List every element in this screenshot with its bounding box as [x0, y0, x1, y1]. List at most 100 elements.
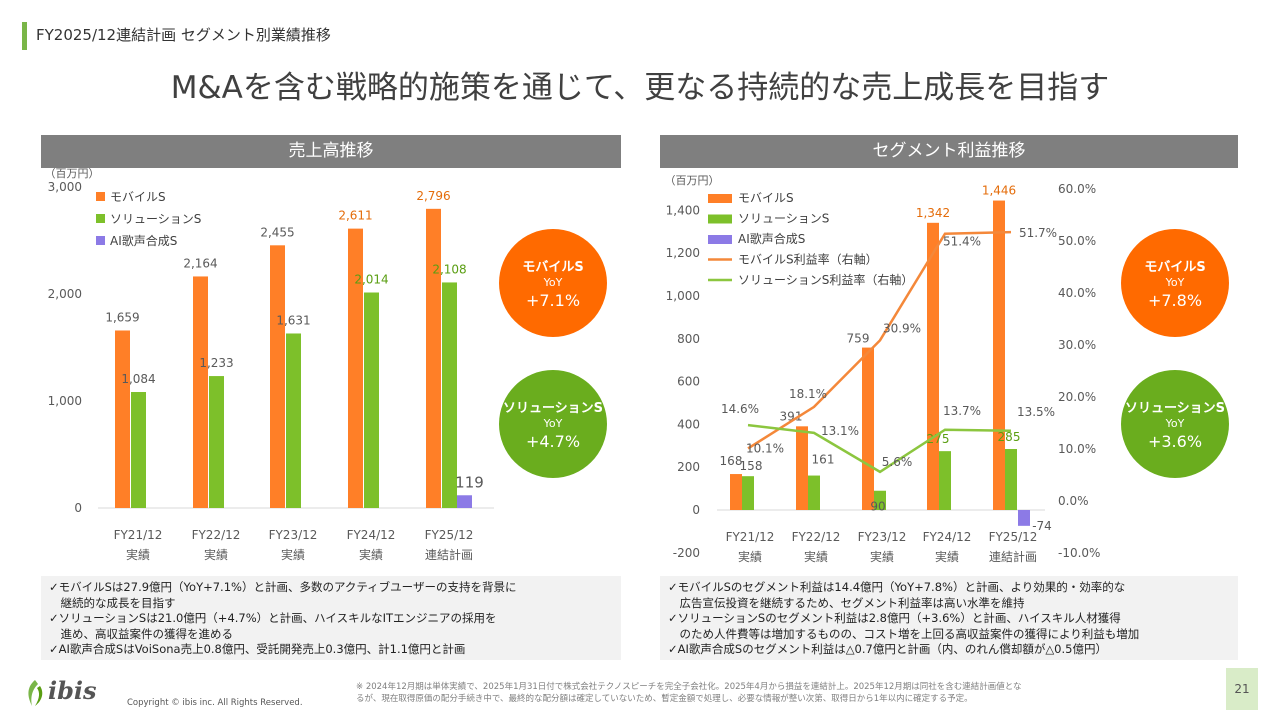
- note-line: ✓ソリューションSは21.0億円（+4.7%）と計画、ハイスキルなITエンジニア…: [49, 611, 497, 625]
- footnote-line: ※ 2024年12月期は単体実績で、2025年1月31日付で株式会社テクノスピー…: [356, 682, 1022, 692]
- bar-value-label: 275: [927, 432, 950, 446]
- x-tick-label: 連結計画: [989, 549, 1037, 564]
- ibis-logo-icon: [22, 678, 48, 712]
- legend-label: モバイルS利益率（右軸）: [738, 252, 878, 267]
- y2-tick-label: 0.0%: [1058, 494, 1089, 508]
- mobile-margin-line: [747, 230, 1012, 450]
- revenue-chart-title: 売上高推移: [41, 135, 621, 168]
- bar-value-label: 161: [812, 453, 835, 467]
- bar-value-label: -74: [1032, 519, 1052, 533]
- bar-solution: [874, 490, 886, 510]
- bar-solution: [131, 392, 146, 508]
- legend-swatch: [708, 194, 732, 203]
- x-tick-label: 実績: [281, 547, 305, 562]
- y-tick-label: -200: [673, 546, 700, 560]
- bar-ai: [457, 495, 472, 508]
- x-tick-label: FY22/12: [192, 528, 241, 542]
- legend-swatch: [96, 214, 105, 223]
- y2-tick-label: 60.0%: [1058, 182, 1096, 196]
- y2-tick-label: 30.0%: [1058, 338, 1096, 352]
- note-line: ✓AI歌声合成SはVoiSona売上0.8億円、受託開発売上0.3億円、計1.1…: [49, 642, 466, 656]
- circle-yoy-label: YoY: [1165, 417, 1185, 430]
- bar-solution: [442, 282, 457, 508]
- margin-label: 13.5%: [1017, 405, 1055, 419]
- bar-mobile: [993, 200, 1005, 510]
- y2-tick-label: 40.0%: [1058, 286, 1096, 300]
- note-line: ✓AI歌声合成Sのセグメント利益は△0.7億円と計画（内、のれん償却額が△0.5…: [668, 642, 1107, 656]
- profit-notes: ✓モバイルSのセグメント利益は14.4億円（YoY+7.8%）と計画、より効果的…: [660, 576, 1238, 660]
- y2-tick-label: -10.0%: [1058, 546, 1100, 560]
- bar-value-label: 1,233: [199, 356, 233, 370]
- note-line: 進め、高収益案件の獲得を進める: [49, 626, 233, 641]
- y-tick-label: 1,400: [666, 203, 700, 217]
- y-tick-label: 0: [74, 501, 82, 515]
- bar-value-label: 2,164: [183, 256, 217, 270]
- bar-solution: [808, 475, 820, 510]
- ibis-logo-wordmark: ibis: [48, 676, 97, 705]
- bar-value-label: 2,455: [260, 225, 294, 239]
- bar-value-label: 1,342: [916, 206, 950, 220]
- circle-yoy-label: YoY: [1165, 276, 1185, 289]
- legend-label: ソリューションS: [110, 212, 201, 226]
- bar-value-label: 2,611: [338, 209, 372, 223]
- bar-value-label: 1,659: [105, 310, 139, 324]
- legend-swatch: [96, 192, 105, 201]
- y-tick-label: 1,000: [48, 394, 82, 408]
- x-tick-label: FY23/12: [858, 530, 907, 544]
- bar-value-label: 90: [870, 500, 885, 514]
- x-tick-label: 連結計画: [425, 547, 473, 562]
- circle-yoy-value: +7.1%: [525, 291, 581, 310]
- x-tick-label: 実績: [204, 547, 228, 562]
- margin-label: 5.6%: [882, 455, 913, 469]
- x-tick-label: 実績: [359, 547, 383, 562]
- y-tick-label: 2,000: [48, 287, 82, 301]
- x-tick-label: 実績: [935, 549, 959, 564]
- bar-value-label: 391: [780, 409, 803, 423]
- slide-headline: M&Aを含む戦略的施策を通じて、更なる持続的な売上成長を目指す: [170, 70, 1110, 106]
- solution-margin-line: [747, 423, 1012, 474]
- bar-value-label: 168: [720, 454, 743, 468]
- y-axis-unit-label: （百万円）: [665, 174, 720, 187]
- bar-mobile: [115, 330, 130, 508]
- y-tick-label: 400: [677, 417, 700, 431]
- x-tick-label: FY25/12: [989, 530, 1038, 544]
- y-tick-label: 3,000: [48, 180, 82, 194]
- note-line: ✓モバイルSのセグメント利益は14.4億円（YoY+7.8%）と計画、より効果的…: [668, 580, 1126, 594]
- margin-label: 18.1%: [789, 387, 827, 401]
- bar-value-label: 1,631: [276, 313, 310, 327]
- legend-swatch: [708, 214, 732, 224]
- bar-mobile: [193, 276, 208, 508]
- legend-label: モバイルS: [738, 191, 794, 205]
- header-accent-bar: [22, 22, 27, 50]
- bar-mobile: [348, 228, 363, 509]
- legend-label: ソリューションS利益率（右軸）: [738, 272, 913, 287]
- copyright-text: Copyright © ibis inc. All Rights Reserve…: [127, 698, 303, 708]
- x-tick-label: 実績: [738, 549, 762, 564]
- x-tick-label: FY21/12: [726, 530, 775, 544]
- x-tick-label: 実績: [870, 549, 894, 564]
- bar-solution: [364, 292, 379, 508]
- bar-value-label: 759: [847, 332, 870, 346]
- bar-value-label: 158: [740, 459, 763, 473]
- legend-label: AI歌声合成S: [738, 231, 805, 246]
- x-tick-label: 実績: [804, 549, 828, 564]
- solution-profit-yoy-circle: ソリューションS YoY +3.6%: [1121, 370, 1229, 478]
- y-tick-label: 800: [677, 332, 700, 346]
- x-tick-label: FY24/12: [923, 530, 972, 544]
- x-tick-label: FY21/12: [114, 528, 163, 542]
- margin-label: 51.4%: [943, 235, 981, 249]
- bar-mobile: [862, 347, 874, 510]
- legend-label: AI歌声合成S: [110, 233, 177, 248]
- circle-segment-name: ソリューションS: [502, 401, 604, 416]
- margin-label: 13.1%: [821, 424, 859, 438]
- circle-yoy-value: +4.7%: [525, 432, 581, 451]
- circle-segment-name: ソリューションS: [1124, 401, 1226, 416]
- margin-label: 30.9%: [883, 321, 921, 335]
- bar-value-label: 2,796: [416, 189, 450, 203]
- circle-yoy-value: +7.8%: [1147, 291, 1203, 310]
- bar-solution: [209, 376, 224, 508]
- solution-revenue-yoy-circle: ソリューションS YoY +4.7%: [499, 370, 607, 478]
- x-tick-label: FY23/12: [269, 528, 318, 542]
- circle-segment-name: モバイルS: [1144, 260, 1206, 275]
